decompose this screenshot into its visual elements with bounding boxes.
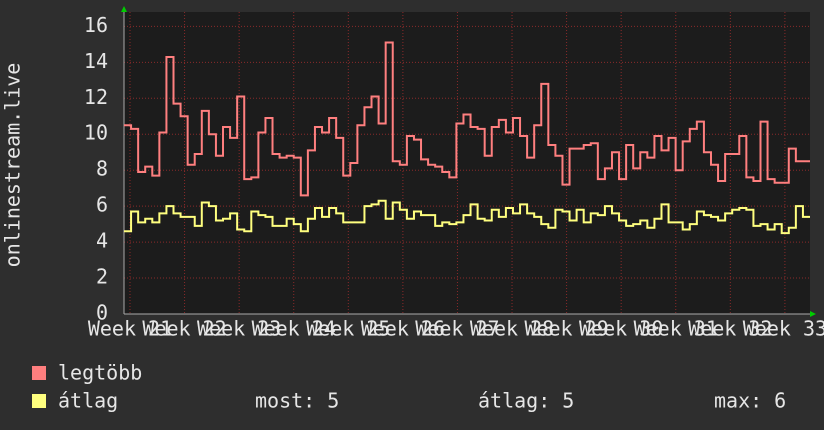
x-tick-label: Week 23 — [197, 317, 281, 341]
legend-label: átlag — [58, 389, 118, 413]
legend-label: legtöbb — [58, 361, 142, 385]
y-tick-label: 16 — [84, 13, 108, 37]
y-tick-label: 2 — [96, 265, 108, 289]
y-tick-label: 10 — [84, 121, 108, 145]
stat-label: átlag: — [478, 389, 550, 413]
series-line — [124, 199, 810, 235]
x-tick-label: Week 29 — [524, 317, 608, 341]
x-tick-label: Week 26 — [361, 317, 445, 341]
y-tick-label: 4 — [96, 229, 108, 253]
axis-arrow — [121, 6, 127, 12]
y-tick-label: 0 — [96, 301, 108, 325]
legend-swatch — [32, 394, 46, 408]
x-tick-label: Week 32 — [688, 317, 772, 341]
y-tick-label: 12 — [84, 85, 108, 109]
x-tick-label: Week 33 — [743, 317, 824, 341]
series-line — [124, 41, 810, 197]
y-axis-label: onlinestream.live — [1, 63, 25, 268]
y-tick-label: 14 — [84, 49, 108, 73]
stat-label: most: — [255, 389, 315, 413]
stat-label: max: — [714, 389, 762, 413]
x-tick-label: Week 21 — [88, 317, 172, 341]
y-tick-label: 6 — [96, 193, 108, 217]
axis-arrow — [810, 311, 816, 317]
x-tick-label: Week 30 — [579, 317, 663, 341]
x-tick-label: Week 25 — [306, 317, 390, 341]
plot-area — [124, 12, 810, 314]
stat-value: 6 — [774, 389, 786, 413]
stat-value: 5 — [562, 389, 574, 413]
x-tick-label: Week 22 — [142, 317, 226, 341]
x-tick-label: Week 24 — [252, 317, 336, 341]
stat-value: 5 — [327, 389, 339, 413]
x-tick-label: Week 28 — [470, 317, 554, 341]
x-tick-label: Week 27 — [415, 317, 499, 341]
y-tick-label: 8 — [96, 157, 108, 181]
legend-swatch — [32, 366, 46, 380]
x-tick-label: Week 31 — [634, 317, 718, 341]
